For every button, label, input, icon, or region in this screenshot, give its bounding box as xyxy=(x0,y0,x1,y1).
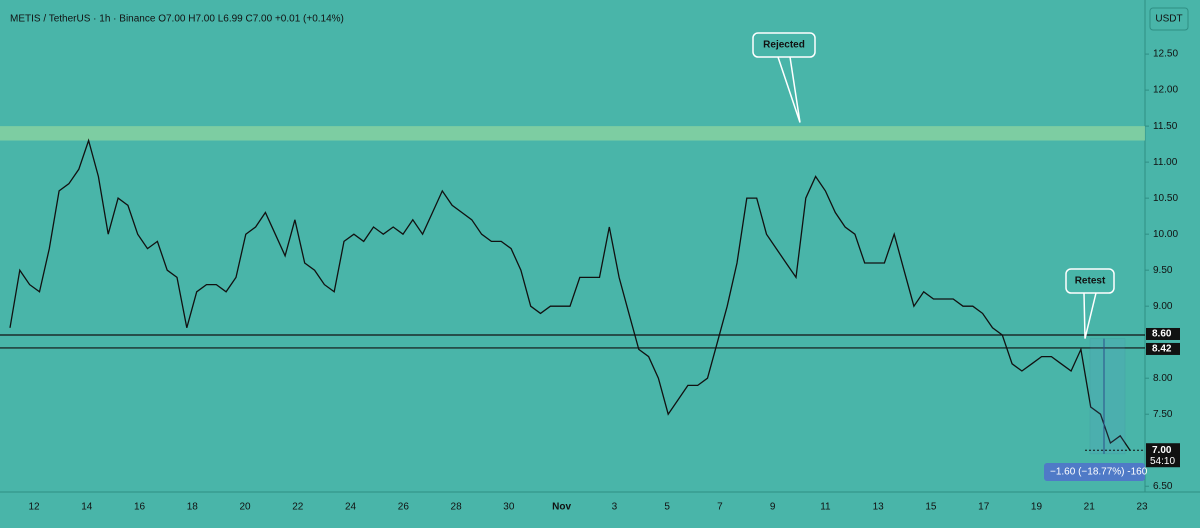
x-tick-label: 28 xyxy=(451,502,463,513)
last-price-tag xyxy=(1146,443,1180,468)
measure-label-box xyxy=(1044,463,1145,481)
callout-text: Rejected xyxy=(763,40,805,51)
callout-text: Retest xyxy=(1075,276,1106,287)
price-tag xyxy=(1146,342,1180,355)
countdown: 54:10 xyxy=(1150,456,1175,467)
y-tick-label: 6.50 xyxy=(1153,481,1173,492)
x-tick-label: 14 xyxy=(81,502,93,513)
y-tick-label: 11.50 xyxy=(1153,121,1178,132)
y-tick-label: 12.50 xyxy=(1153,49,1178,60)
x-tick-label: 12 xyxy=(28,502,40,513)
y-tick-label: 7.50 xyxy=(1153,409,1173,420)
resistance-zone xyxy=(0,126,1145,141)
currency-button-label[interactable]: USDT xyxy=(1155,14,1182,25)
callout-pointer xyxy=(777,56,801,123)
x-tick-label: 5 xyxy=(664,502,670,513)
last-price-label: 7.00 xyxy=(1152,445,1172,456)
x-tick-label: 22 xyxy=(292,502,304,513)
y-tick-label: 11.00 xyxy=(1153,157,1178,168)
y-tick-label: 10.00 xyxy=(1153,229,1178,240)
y-tick-label: 9.50 xyxy=(1153,265,1173,276)
measure-label: −1.60 (−18.77%) -160 xyxy=(1050,467,1148,478)
x-tick-label: 23 xyxy=(1136,502,1148,513)
x-tick-label: 24 xyxy=(345,502,357,513)
x-tick-label: 19 xyxy=(1031,502,1043,513)
y-tick-label: 10.50 xyxy=(1153,193,1178,204)
price-tag xyxy=(1146,327,1180,340)
y-tick-label: 8.00 xyxy=(1153,373,1173,384)
price-tag-label: 8.42 xyxy=(1152,344,1172,355)
measure-box xyxy=(1089,338,1126,455)
x-tick-label: Nov xyxy=(552,502,571,513)
price-line xyxy=(9,138,1131,451)
x-tick-label: 9 xyxy=(770,502,776,513)
x-tick-label: 21 xyxy=(1084,502,1096,513)
x-tick-label: 16 xyxy=(134,502,146,513)
x-tick-label: 11 xyxy=(820,502,831,513)
x-tick-label: 20 xyxy=(239,502,251,513)
price-tag-label: 8.60 xyxy=(1152,329,1172,340)
chart-title: METIS / TetherUS · 1h · Binance O7.00 H7… xyxy=(10,14,344,25)
callout-box xyxy=(1065,268,1115,294)
callout-pointer xyxy=(1083,292,1097,339)
callout-box xyxy=(752,32,816,58)
currency-button[interactable] xyxy=(1149,7,1189,31)
x-tick-label: 3 xyxy=(612,502,618,513)
x-tick-label: 18 xyxy=(187,502,199,513)
x-tick-label: 30 xyxy=(503,502,515,513)
x-tick-label: 26 xyxy=(398,502,410,513)
x-tick-label: 17 xyxy=(978,502,990,513)
x-tick-label: 15 xyxy=(925,502,937,513)
x-tick-label: 7 xyxy=(717,502,723,513)
y-tick-label: 12.00 xyxy=(1153,85,1178,96)
x-tick-label: 13 xyxy=(873,502,885,513)
y-tick-label: 9.00 xyxy=(1153,301,1173,312)
